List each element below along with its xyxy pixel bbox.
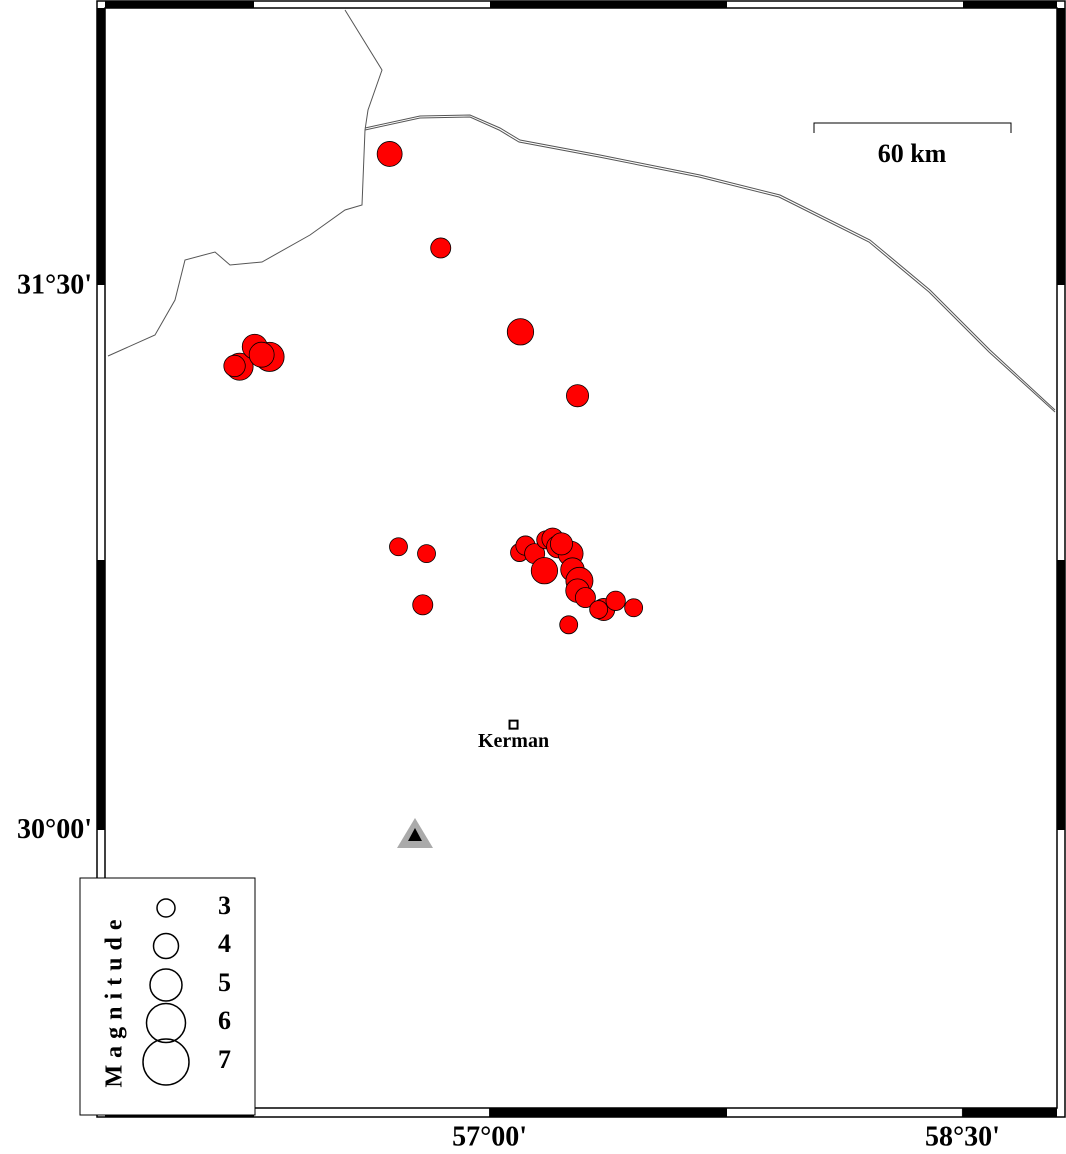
scale-bar: 60 km <box>813 122 1012 168</box>
frame-bar <box>97 560 105 830</box>
legend-label: 3 <box>218 891 231 920</box>
frame-bar <box>963 1108 1057 1117</box>
scale-line <box>813 122 1012 133</box>
frame-bar <box>963 1 1057 8</box>
legend-label: 4 <box>218 929 231 958</box>
legend-label: 6 <box>218 1006 231 1035</box>
legend-circle <box>149 968 183 1002</box>
event <box>376 141 403 167</box>
legend-circle <box>142 1038 190 1086</box>
legend-circle <box>145 1002 187 1044</box>
event <box>574 587 596 609</box>
station <box>397 818 433 848</box>
y-tick-label: 30°00' <box>17 814 92 845</box>
event <box>248 341 275 368</box>
legend: Magnitude 3 4 5 6 7 <box>79 877 256 1116</box>
frame-bar <box>1057 560 1065 830</box>
event <box>559 615 579 635</box>
event <box>430 237 452 259</box>
legend-title: Magnitude <box>102 912 128 1087</box>
city-marker <box>508 719 519 730</box>
x-tick-label: 57°00' <box>452 1121 527 1152</box>
frame-bar <box>97 8 105 285</box>
event <box>223 354 246 378</box>
event <box>566 384 590 408</box>
border <box>364 114 1056 411</box>
legend-circle <box>152 932 180 960</box>
event <box>417 544 436 564</box>
event <box>589 600 609 619</box>
event <box>530 557 559 585</box>
event <box>605 590 626 611</box>
borders <box>107 9 1056 413</box>
events <box>223 141 644 635</box>
border <box>364 116 1056 413</box>
station-inner <box>408 828 422 841</box>
y-tick-label: 31°30' <box>17 269 92 300</box>
event <box>624 598 644 618</box>
scale-label: 60 km <box>878 139 947 168</box>
city-label: Kerman <box>478 730 549 752</box>
frame-bar <box>490 1 727 8</box>
border <box>107 9 383 357</box>
legend-label: 5 <box>218 968 231 997</box>
frame-bar <box>490 1108 727 1117</box>
frame-bar <box>105 1 254 8</box>
event <box>549 532 573 556</box>
event <box>506 318 535 346</box>
x-tick-label: 58°30' <box>925 1121 1000 1152</box>
frame-bar <box>1057 8 1065 285</box>
legend-label: 7 <box>218 1045 231 1074</box>
legend-circle <box>156 898 176 918</box>
event <box>389 537 408 557</box>
event <box>412 594 434 616</box>
